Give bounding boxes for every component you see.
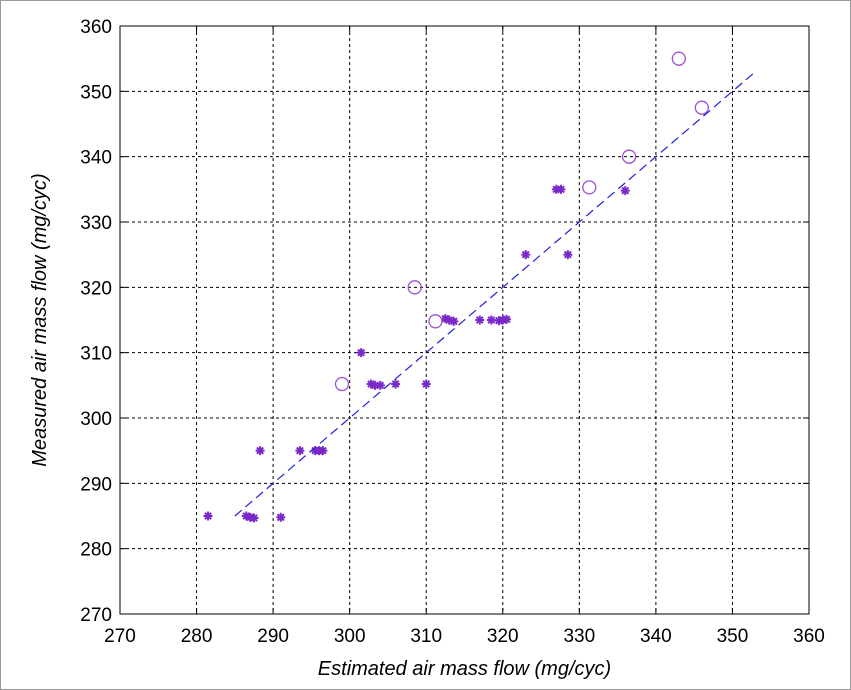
plot-frame <box>119 25 810 615</box>
data-point-asterisk <box>203 511 213 521</box>
x-tick-label: 270 <box>104 626 136 647</box>
data-point-asterisk <box>486 315 496 325</box>
data-point-circle <box>334 376 350 392</box>
data-point-asterisk <box>521 250 531 260</box>
x-tick-label: 300 <box>334 626 366 647</box>
y-tick-label: 280 <box>80 540 112 561</box>
data-point-circle <box>582 180 597 195</box>
data-point-asterisk <box>375 380 385 390</box>
x-tick-label: 320 <box>487 626 519 647</box>
data-point-circle <box>671 51 687 66</box>
y-tick-label: 290 <box>80 474 112 495</box>
y-tick-label: 320 <box>80 278 112 299</box>
x-tick-label: 360 <box>793 626 825 647</box>
data-point-asterisk <box>502 314 512 324</box>
x-tick-label: 330 <box>563 626 595 647</box>
data-point-asterisk <box>295 446 305 456</box>
data-point-asterisk <box>249 513 259 523</box>
x-tick-label: 310 <box>410 626 442 647</box>
y-tick-label: 270 <box>80 605 112 626</box>
data-point-circle <box>428 314 443 329</box>
x-axis-label: Estimated air mass flow (mg/cyc) <box>318 658 611 680</box>
data-point-asterisk <box>449 316 459 326</box>
x-tick-label: 290 <box>257 626 289 647</box>
data-point-asterisk <box>620 186 630 196</box>
data-point-asterisk <box>318 446 328 456</box>
x-tick-label: 280 <box>181 626 213 647</box>
data-point-asterisk <box>475 315 485 325</box>
grid <box>120 26 809 614</box>
data-point-asterisk <box>391 379 401 389</box>
y-axis-label: Measured air mass flow (mg/cyc) <box>29 173 51 466</box>
x-tick-label: 350 <box>717 626 749 647</box>
data-point-asterisk <box>255 446 265 456</box>
data-point-circle <box>407 280 422 295</box>
fit-line <box>234 71 756 517</box>
data-point-asterisk <box>421 379 431 389</box>
y-tick-label: 340 <box>80 148 112 169</box>
data-point-asterisk <box>356 348 366 358</box>
y-tick-label: 350 <box>80 82 112 103</box>
data-point-asterisk <box>556 184 566 194</box>
data-point-asterisk <box>563 250 573 260</box>
y-tick-label: 310 <box>80 344 112 365</box>
tick-labels: 270 280 290 300 310 320 330 340 350 360 270 280 290 3… <box>80 17 825 647</box>
data-point-circle <box>694 100 709 115</box>
data-point-asterisk <box>276 512 286 522</box>
x-tick-label: 340 <box>640 626 672 647</box>
data-point-circle <box>621 149 637 164</box>
y-tick-label: 360 <box>80 17 112 38</box>
y-tick-label: 330 <box>80 213 112 234</box>
tick-marks <box>119 25 810 615</box>
data-series <box>203 51 756 523</box>
y-tick-label: 300 <box>80 409 112 430</box>
